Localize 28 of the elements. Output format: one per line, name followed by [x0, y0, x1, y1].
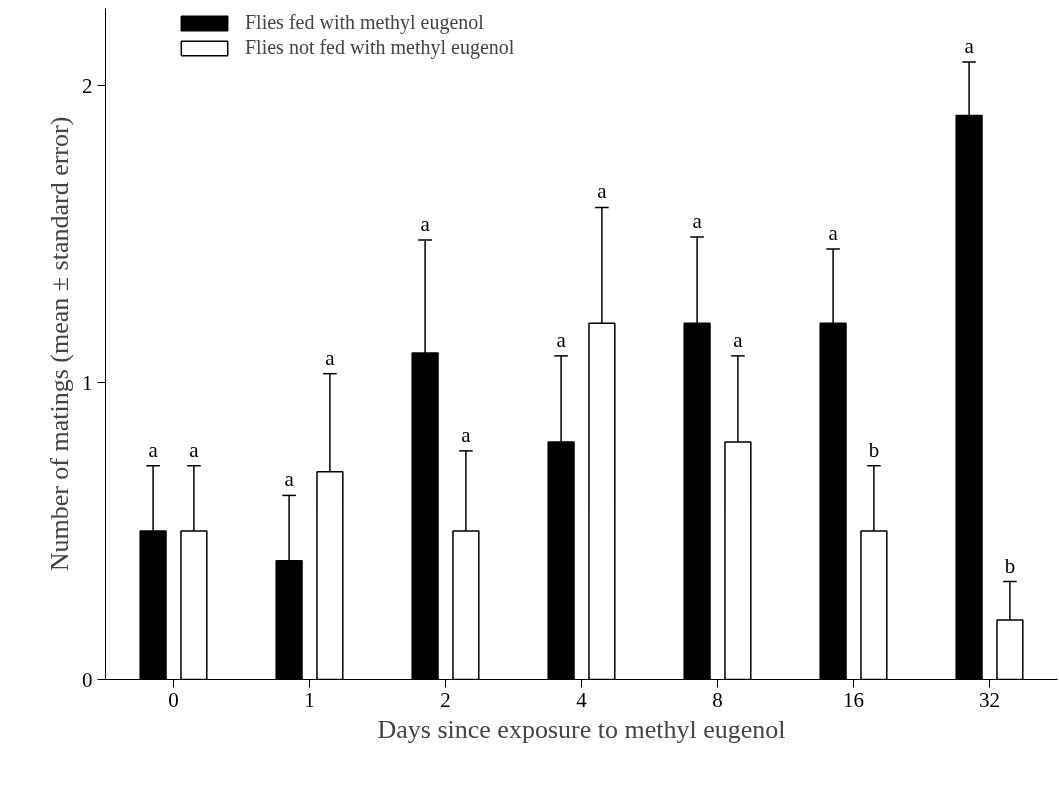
annotation: a: [556, 327, 567, 352]
x-axis-title: Days since exposure to methyl eugenol: [377, 714, 786, 744]
annotation: a: [733, 327, 744, 352]
annotation: a: [189, 437, 200, 462]
annotation: a: [325, 345, 336, 370]
x-tick-label: 32: [979, 687, 1000, 712]
annotation: b: [1004, 553, 1016, 578]
annotation: a: [597, 179, 608, 204]
annotation: b: [868, 437, 880, 462]
x-tick-label: 2: [440, 687, 451, 712]
legend-label: Flies fed with methyl eugenol: [245, 11, 484, 34]
x-tick-label: 4: [576, 687, 588, 712]
annotation: a: [692, 209, 703, 234]
y-tick-label: 2: [82, 73, 93, 98]
x-tick-label: 16: [843, 687, 864, 712]
annotation: a: [420, 212, 431, 237]
y-axis-title: Number of matings (mean ± standard error): [45, 116, 74, 572]
legend-label: Flies not fed with methyl eugenol: [245, 36, 515, 59]
x-tick-label: 8: [712, 687, 723, 712]
x-tick-label: 0: [168, 687, 179, 712]
annotation: a: [148, 437, 159, 462]
annotation: a: [461, 422, 472, 447]
x-tick-label: 1: [304, 687, 315, 712]
annotation: a: [284, 467, 295, 492]
y-tick-label: 1: [82, 370, 93, 395]
y-tick-label: 0: [82, 667, 93, 692]
annotation: a: [964, 33, 975, 58]
annotation: a: [828, 220, 839, 245]
